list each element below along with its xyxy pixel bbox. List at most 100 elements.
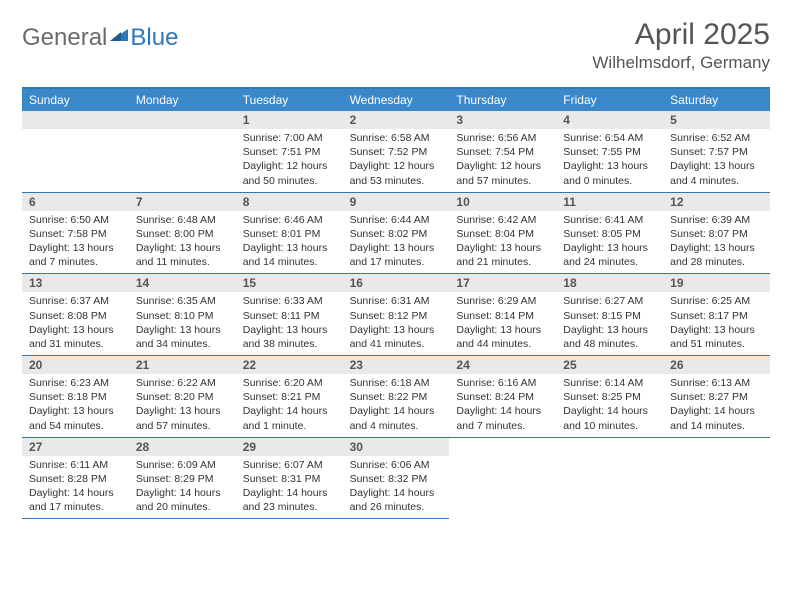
day-info: Sunrise: 6:33 AMSunset: 8:11 PMDaylight:…: [236, 294, 343, 351]
day-info: Sunrise: 6:31 AMSunset: 8:12 PMDaylight:…: [343, 294, 450, 351]
weekday-header-row: Sunday Monday Tuesday Wednesday Thursday…: [22, 89, 770, 111]
day-number: 23: [343, 356, 450, 374]
day-cell: 1Sunrise: 7:00 AMSunset: 7:51 PMDaylight…: [236, 111, 343, 192]
sunrise-text: Sunrise: 6:37 AM: [29, 294, 122, 308]
day-cell: 22Sunrise: 6:20 AMSunset: 8:21 PMDayligh…: [236, 356, 343, 437]
sunset-text: Sunset: 8:32 PM: [350, 472, 443, 486]
day-cell: 17Sunrise: 6:29 AMSunset: 8:14 PMDayligh…: [449, 274, 556, 355]
daylight-text: Daylight: 13 hours and 34 minutes.: [136, 323, 229, 351]
daylight-text: Daylight: 13 hours and 14 minutes.: [243, 241, 336, 269]
sunrise-text: Sunrise: 6:42 AM: [456, 213, 549, 227]
daylight-text: Daylight: 14 hours and 14 minutes.: [670, 404, 763, 432]
sunrise-text: Sunrise: 6:46 AM: [243, 213, 336, 227]
day-number: 17: [449, 274, 556, 292]
day-number: 18: [556, 274, 663, 292]
week-row: 13Sunrise: 6:37 AMSunset: 8:08 PMDayligh…: [22, 274, 770, 356]
day-info: Sunrise: 6:18 AMSunset: 8:22 PMDaylight:…: [343, 376, 450, 433]
daylight-text: Daylight: 13 hours and 48 minutes.: [563, 323, 656, 351]
sunset-text: Sunset: 8:05 PM: [563, 227, 656, 241]
daylight-text: Daylight: 12 hours and 53 minutes.: [350, 159, 443, 187]
sunrise-text: Sunrise: 6:41 AM: [563, 213, 656, 227]
sunset-text: Sunset: 8:22 PM: [350, 390, 443, 404]
daylight-text: Daylight: 12 hours and 50 minutes.: [243, 159, 336, 187]
sunrise-text: Sunrise: 6:52 AM: [670, 131, 763, 145]
sunset-text: Sunset: 8:24 PM: [456, 390, 549, 404]
day-cell: 19Sunrise: 6:25 AMSunset: 8:17 PMDayligh…: [663, 274, 770, 355]
day-info: Sunrise: 6:09 AMSunset: 8:29 PMDaylight:…: [129, 458, 236, 515]
daylight-text: Daylight: 14 hours and 4 minutes.: [350, 404, 443, 432]
day-cell: 9Sunrise: 6:44 AMSunset: 8:02 PMDaylight…: [343, 193, 450, 274]
daylight-text: Daylight: 13 hours and 51 minutes.: [670, 323, 763, 351]
sunrise-text: Sunrise: 6:11 AM: [29, 458, 122, 472]
sunrise-text: Sunrise: 6:23 AM: [29, 376, 122, 390]
weekday-header: Saturday: [663, 89, 770, 111]
sunrise-text: Sunrise: 6:18 AM: [350, 376, 443, 390]
day-info: Sunrise: 6:37 AMSunset: 8:08 PMDaylight:…: [22, 294, 129, 351]
day-info: Sunrise: 6:54 AMSunset: 7:55 PMDaylight:…: [556, 131, 663, 188]
sunrise-text: Sunrise: 6:16 AM: [456, 376, 549, 390]
day-number: 27: [22, 438, 129, 456]
day-number: 16: [343, 274, 450, 292]
title-location: Wilhelmsdorf, Germany: [592, 53, 770, 73]
day-number: 19: [663, 274, 770, 292]
sunset-text: Sunset: 7:54 PM: [456, 145, 549, 159]
calendar: Sunday Monday Tuesday Wednesday Thursday…: [22, 87, 770, 519]
day-info: Sunrise: 6:20 AMSunset: 8:21 PMDaylight:…: [236, 376, 343, 433]
logo-text-general: General: [22, 24, 107, 52]
day-info: Sunrise: 6:58 AMSunset: 7:52 PMDaylight:…: [343, 131, 450, 188]
sunset-text: Sunset: 8:31 PM: [243, 472, 336, 486]
day-number: 4: [556, 111, 663, 129]
sunrise-text: Sunrise: 6:44 AM: [350, 213, 443, 227]
day-cell: 23 Sunrise: 6:18 AMSunset: 8:22 PMDayligh…: [343, 356, 450, 437]
day-number: 3: [449, 111, 556, 129]
daylight-text: Daylight: 13 hours and 17 minutes.: [350, 241, 443, 269]
sunrise-text: Sunrise: 6:13 AM: [670, 376, 763, 390]
day-info: Sunrise: 6:46 AMSunset: 8:01 PMDaylight:…: [236, 213, 343, 270]
day-info: Sunrise: 6:50 AMSunset: 7:58 PMDaylight:…: [22, 213, 129, 270]
day-number: 29: [236, 438, 343, 456]
daylight-text: Daylight: 13 hours and 24 minutes.: [563, 241, 656, 269]
day-number: [22, 111, 129, 129]
sunset-text: Sunset: 8:25 PM: [563, 390, 656, 404]
sunrise-text: Sunrise: 6:27 AM: [563, 294, 656, 308]
day-number: [129, 111, 236, 129]
day-number: 11: [556, 193, 663, 211]
day-cell: 27Sunrise: 6:11 AMSunset: 8:28 PMDayligh…: [22, 438, 129, 520]
logo-triangle-icon: [110, 27, 128, 41]
day-number: 1: [236, 111, 343, 129]
day-cell: 5 Sunrise: 6:52 AMSunset: 7:57 PMDaylight…: [663, 111, 770, 192]
logo-text-blue: Blue: [130, 24, 178, 52]
daylight-text: Daylight: 14 hours and 7 minutes.: [456, 404, 549, 432]
daylight-text: Daylight: 13 hours and 31 minutes.: [29, 323, 122, 351]
day-number: 20: [22, 356, 129, 374]
week-row: 1Sunrise: 7:00 AMSunset: 7:51 PMDaylight…: [22, 111, 770, 193]
logo: General Blue: [22, 18, 178, 52]
sunset-text: Sunset: 8:11 PM: [243, 309, 336, 323]
sunrise-text: Sunrise: 6:29 AM: [456, 294, 549, 308]
day-info: Sunrise: 6:41 AMSunset: 8:05 PMDaylight:…: [556, 213, 663, 270]
sunset-text: Sunset: 8:04 PM: [456, 227, 549, 241]
day-info: Sunrise: 6:56 AMSunset: 7:54 PMDaylight:…: [449, 131, 556, 188]
day-info: Sunrise: 6:22 AMSunset: 8:20 PMDaylight:…: [129, 376, 236, 433]
day-number: 26: [663, 356, 770, 374]
daylight-text: Daylight: 14 hours and 26 minutes.: [350, 486, 443, 514]
sunrise-text: Sunrise: 6:54 AM: [563, 131, 656, 145]
title-month: April 2025: [592, 18, 770, 51]
day-number: 6: [22, 193, 129, 211]
sunset-text: Sunset: 8:08 PM: [29, 309, 122, 323]
daylight-text: Daylight: 13 hours and 28 minutes.: [670, 241, 763, 269]
day-cell: 3 Sunrise: 6:56 AMSunset: 7:54 PMDaylight…: [449, 111, 556, 192]
day-cell: 2Sunrise: 6:58 AMSunset: 7:52 PMDaylight…: [343, 111, 450, 192]
sunset-text: Sunset: 8:00 PM: [136, 227, 229, 241]
sunset-text: Sunset: 7:51 PM: [243, 145, 336, 159]
day-number: 5: [663, 111, 770, 129]
sunrise-text: Sunrise: 6:20 AM: [243, 376, 336, 390]
day-info: Sunrise: 6:16 AMSunset: 8:24 PMDaylight:…: [449, 376, 556, 433]
sunset-text: Sunset: 8:28 PM: [29, 472, 122, 486]
day-info: Sunrise: 6:52 AMSunset: 7:57 PMDaylight:…: [663, 131, 770, 188]
daylight-text: Daylight: 13 hours and 7 minutes.: [29, 241, 122, 269]
day-number: 25: [556, 356, 663, 374]
calendar-page: General Blue April 2025 Wilhelmsdorf, Ge…: [0, 0, 792, 537]
sunrise-text: Sunrise: 6:14 AM: [563, 376, 656, 390]
daylight-text: Daylight: 13 hours and 57 minutes.: [136, 404, 229, 432]
